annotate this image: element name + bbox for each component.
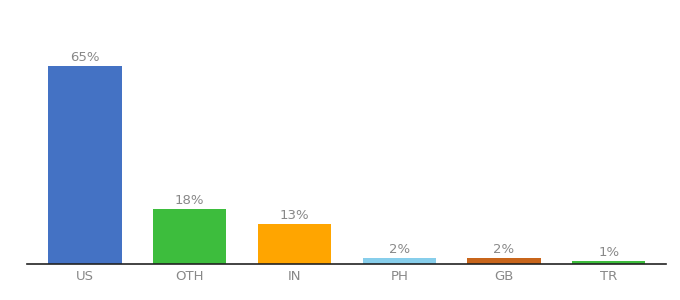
Text: 1%: 1% xyxy=(598,246,619,259)
Text: 13%: 13% xyxy=(279,209,309,222)
Bar xyxy=(467,258,541,264)
Bar xyxy=(258,224,331,264)
Bar xyxy=(48,66,122,264)
Text: 2%: 2% xyxy=(494,243,515,256)
Bar xyxy=(362,258,436,264)
Text: 65%: 65% xyxy=(70,51,99,64)
Bar xyxy=(153,209,226,264)
Text: 2%: 2% xyxy=(389,243,410,256)
Bar xyxy=(572,261,645,264)
Text: 18%: 18% xyxy=(175,194,205,207)
